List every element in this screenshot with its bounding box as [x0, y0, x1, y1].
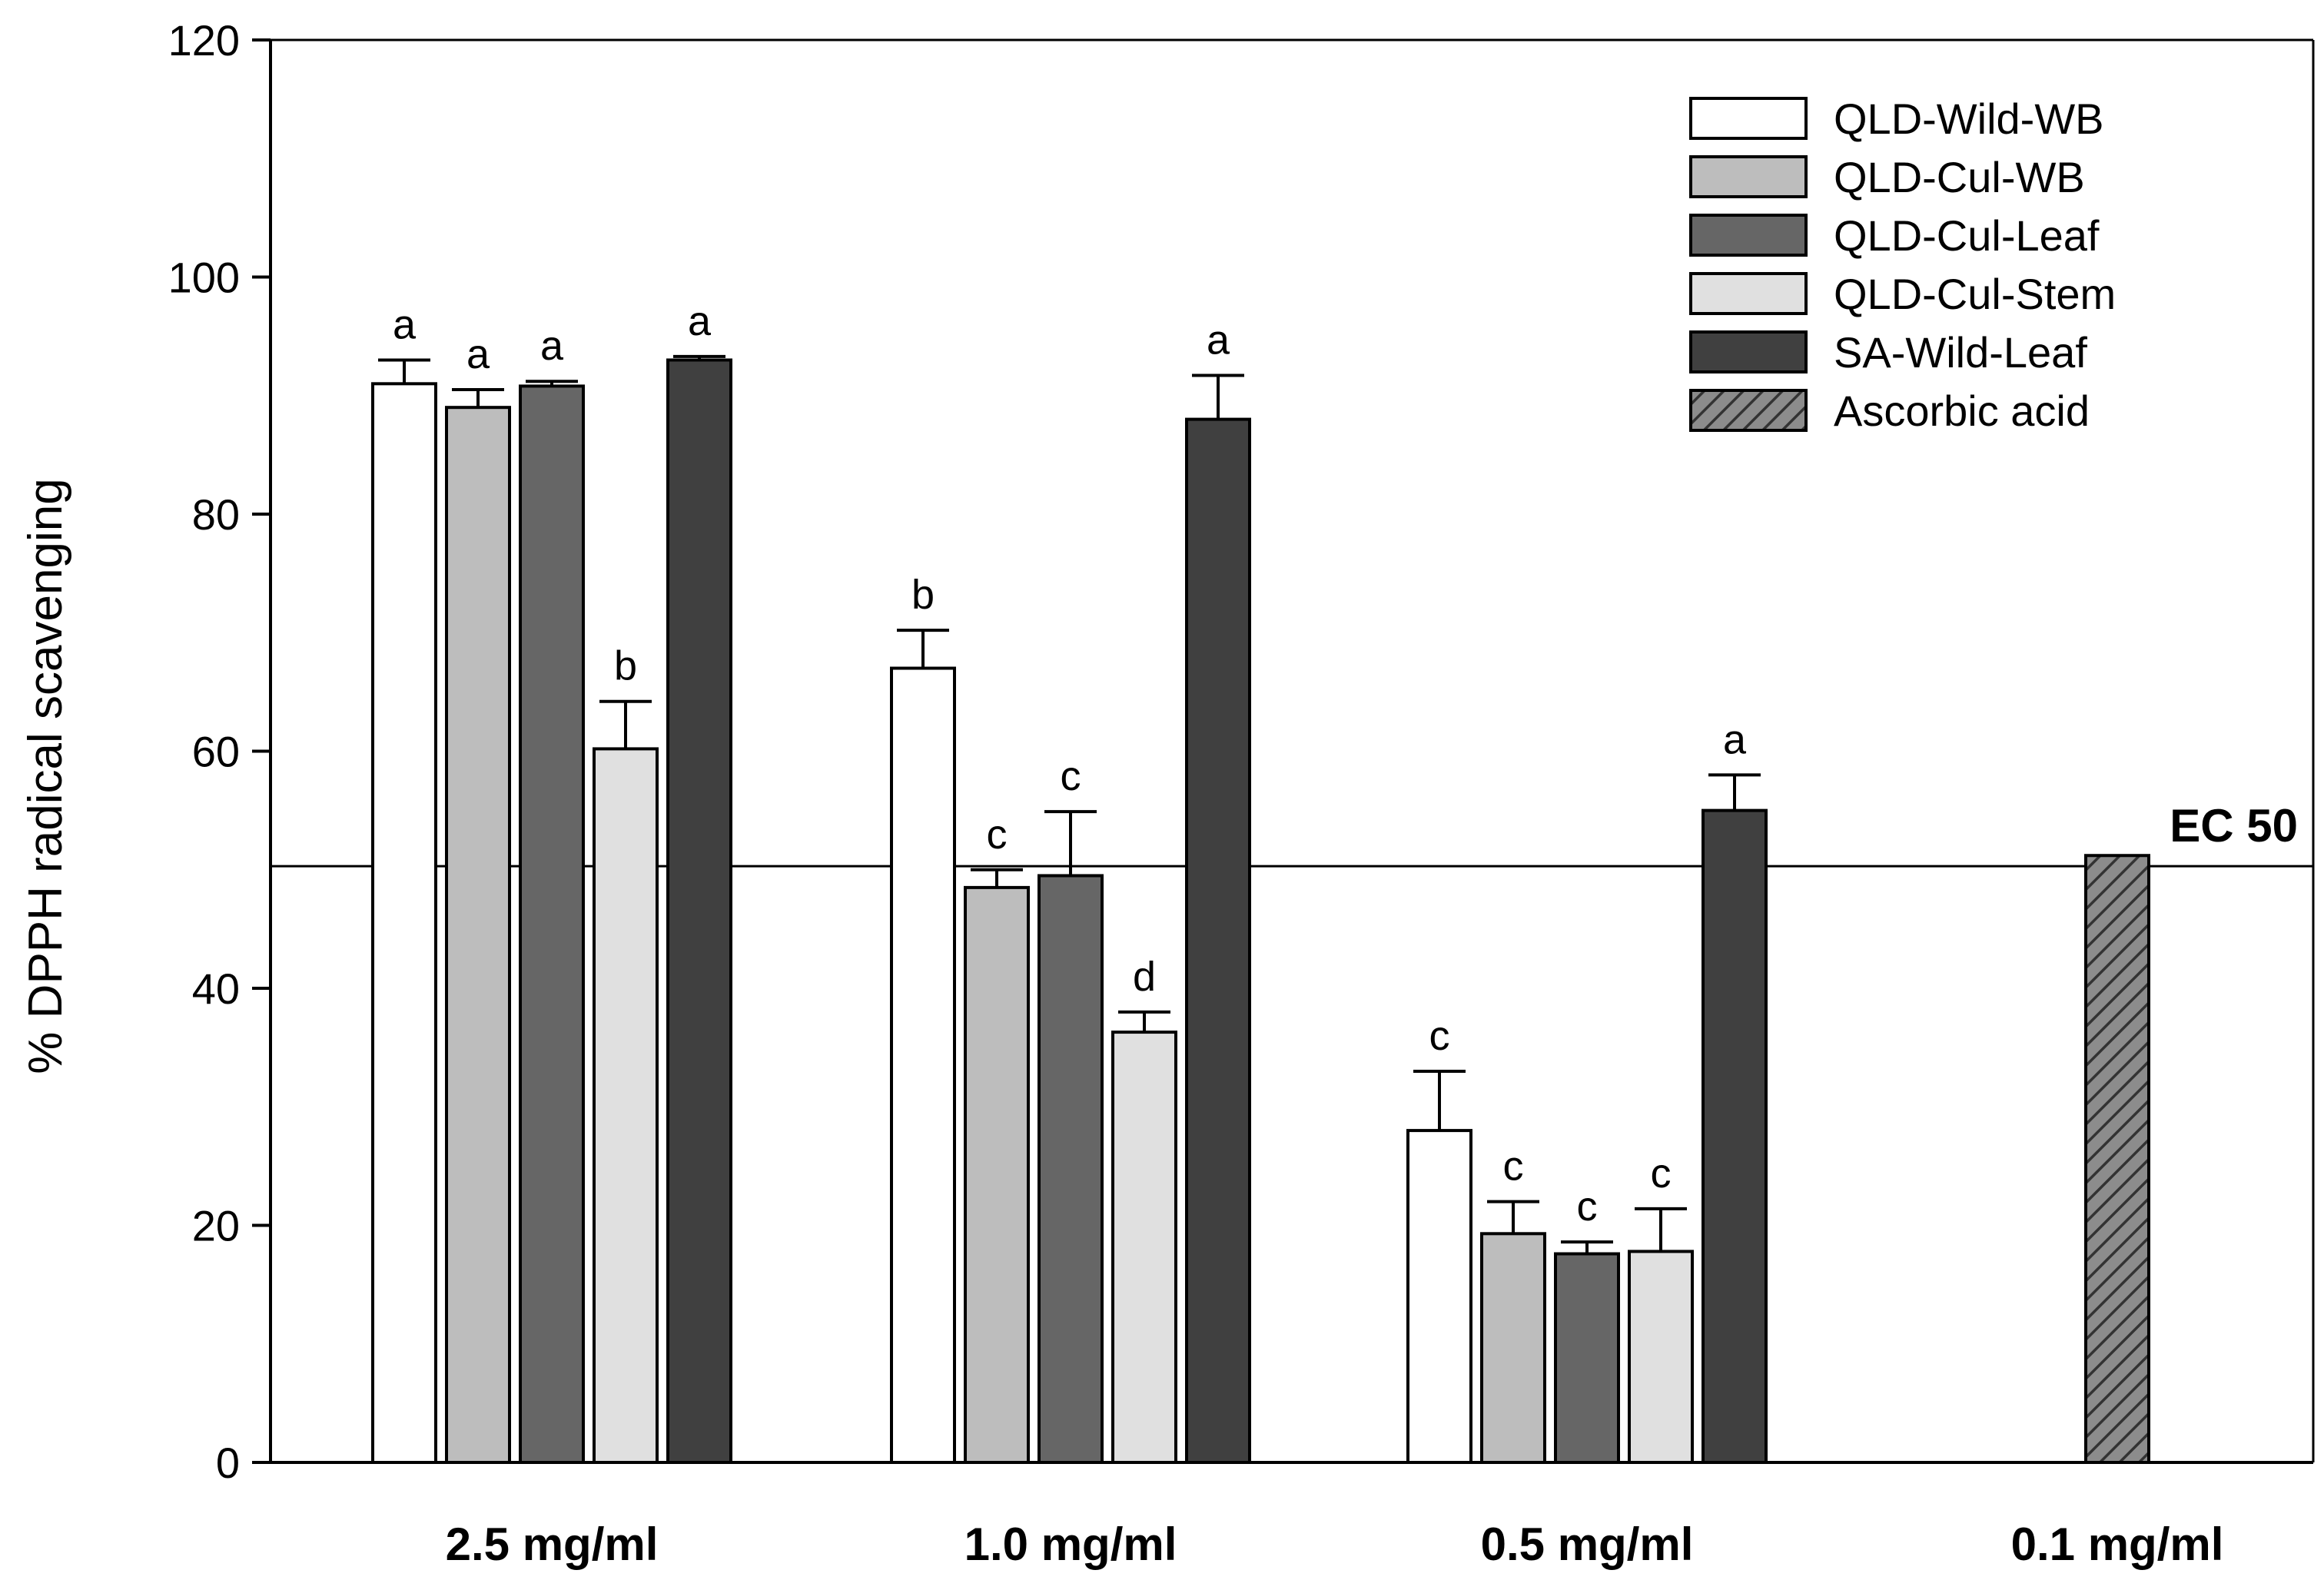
- significance-label: b: [614, 643, 637, 689]
- x-category-label: 0.1 mg/ml: [2011, 1519, 2224, 1570]
- significance-label: c: [1503, 1144, 1524, 1190]
- bar: [1702, 808, 1768, 1464]
- y-tick-label: 120: [168, 16, 240, 65]
- x-category-label: 0.5 mg/ml: [1481, 1519, 1694, 1570]
- significance-label: c: [1577, 1183, 1598, 1230]
- significance-label: c: [1061, 753, 1081, 799]
- reference-line-group: EC 50: [271, 800, 2313, 868]
- legend: QLD-Wild-WB QLD-Cul-WB QLD-Cul-Leaf QLD-Cul…: [1689, 95, 2116, 435]
- bar: [593, 747, 659, 1464]
- legend-label: SA-Wild-Leaf: [1834, 328, 2087, 377]
- y-tick-label: 0: [216, 1439, 240, 1487]
- significance-label: c: [1651, 1150, 1672, 1197]
- significance-label: a: [688, 298, 712, 344]
- bar: [1038, 874, 1104, 1464]
- y-tick-label: 40: [192, 964, 240, 1013]
- bar: [890, 666, 956, 1464]
- ec50-label: EC 50: [2170, 800, 2298, 851]
- bar: [2084, 854, 2150, 1464]
- bars: a b c a c c a c c b d c a a a: [371, 298, 2150, 1465]
- bar: [371, 382, 437, 1465]
- bar: [666, 358, 732, 1465]
- legend-swatch: [1689, 97, 1808, 140]
- axes: 0 20 40 60 80 100 120 2.5 mg/ml 1.0 mg/ml 0.5 mg/…: [168, 16, 2315, 1570]
- y-axis-label: % DPPH radical scavenging: [19, 478, 72, 1074]
- legend-label: QLD-Cul-Stem: [1834, 270, 2116, 318]
- legend-swatch: [1689, 155, 1808, 198]
- y-tick-label: 60: [192, 728, 240, 776]
- legend-label: Ascorbic acid: [1834, 387, 2090, 435]
- bar: [1480, 1232, 1546, 1464]
- bar: [964, 885, 1030, 1464]
- significance-label: a: [393, 301, 417, 347]
- bar: [1554, 1252, 1620, 1465]
- y-tick-label: 20: [192, 1202, 240, 1250]
- significance-label: c: [987, 812, 1008, 858]
- bar: [1185, 417, 1251, 1464]
- bar: [519, 384, 585, 1464]
- legend-label: QLD-Cul-WB: [1834, 153, 2085, 201]
- x-category-label: 1.0 mg/ml: [964, 1519, 1177, 1570]
- bar: [445, 406, 511, 1464]
- significance-label: c: [1429, 1013, 1450, 1059]
- legend-swatch: [1689, 389, 1808, 432]
- legend-swatch: [1689, 330, 1808, 373]
- legend-swatch: [1689, 272, 1808, 315]
- significance-label: b: [911, 572, 935, 618]
- y-tick-label: 100: [168, 254, 240, 302]
- significance-label: d: [1133, 954, 1156, 1000]
- legend-label: QLD-Wild-WB: [1834, 95, 2104, 143]
- significance-label: a: [540, 323, 564, 369]
- y-tick-label: 80: [192, 490, 240, 539]
- legend-label: QLD-Cul-Leaf: [1834, 211, 2100, 260]
- significance-label: a: [1207, 317, 1230, 363]
- bar: [1628, 1250, 1694, 1465]
- significance-label: a: [466, 331, 490, 377]
- x-category-label: 2.5 mg/ml: [446, 1519, 659, 1570]
- legend-swatch: [1689, 214, 1808, 257]
- significance-label: a: [1723, 716, 1747, 762]
- bar: [1111, 1031, 1177, 1464]
- bar: [1406, 1129, 1472, 1464]
